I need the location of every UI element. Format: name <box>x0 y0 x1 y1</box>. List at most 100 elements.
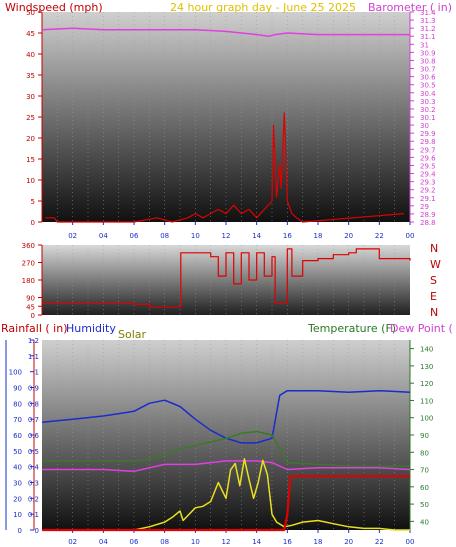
temperature-label: Temperature (F) <box>307 322 396 335</box>
barometer-tick-label: 30.7 <box>420 66 436 74</box>
wind-x-axis: 02 04 06 08 10 12 14 16 18 20 22 00 <box>68 222 414 240</box>
solar-label: Solar <box>118 328 147 341</box>
weather-x-tick-label: 02 <box>68 538 77 546</box>
temperature-tick-label: 50 <box>420 501 429 509</box>
weather-x-tick-label: 06 <box>130 538 139 546</box>
compass-s: S <box>430 274 437 287</box>
barometer-tick-label: 29.2 <box>420 187 436 195</box>
wind-x-tick-label: 08 <box>160 232 169 240</box>
wind-tick-label: 40 <box>26 51 35 59</box>
weather-x-tick-label: 04 <box>99 538 108 546</box>
weather-x-tick-label: 20 <box>344 538 353 546</box>
barometer-tick-label: 31.2 <box>420 25 436 33</box>
wind-tick-label: 10 <box>26 177 35 185</box>
barometer-label: Barometer ( in) <box>368 1 452 14</box>
wind-x-tick-label: 22 <box>375 232 384 240</box>
humidity-y-axis: 0 10 20 30 40 50 60 70 80 90 100 <box>5 340 22 535</box>
rain-line <box>42 475 410 532</box>
rainfall-tick-label: 0.9 <box>28 385 39 393</box>
barometer-line <box>41 27 410 37</box>
temperature-tick-label: 140 <box>420 346 433 354</box>
rainfall-tick-label: 1 <box>35 369 39 377</box>
barometer-tick-label: 29.7 <box>420 146 436 154</box>
humidity-tick-label: 80 <box>13 400 22 408</box>
barometer-tick-label: 29.4 <box>420 171 436 179</box>
rainfall-tick-label: 0.5 <box>28 448 39 456</box>
weather-x-tick-label: 18 <box>314 538 323 546</box>
wind-x-tick-label: 16 <box>283 232 292 240</box>
temperature-tick-label: 90 <box>420 432 429 440</box>
weather-x-tick-label: 22 <box>375 538 384 546</box>
wind-x-tick-label: 20 <box>344 232 353 240</box>
rainfall-tick-label: 0 <box>35 527 39 535</box>
wind-x-tick-label: 02 <box>68 232 77 240</box>
wind-tick-label: 15 <box>26 156 35 164</box>
humidity-tick-label: 60 <box>13 432 22 440</box>
rainfall-tick-label: 0.3 <box>28 480 39 488</box>
barometer-tick-label: 29.8 <box>420 138 436 146</box>
barometer-tick-label: 28.9 <box>420 211 436 219</box>
wind-tick-label: 45 <box>26 30 35 38</box>
weather-x-tick-label: 10 <box>191 538 200 546</box>
humidity-tick-label: 0 <box>18 527 22 535</box>
barometer-tick-label: 30.5 <box>420 82 436 90</box>
dewpoint-label: Dew Point ( <box>390 322 453 335</box>
rainfall-tick-label: 0.2 <box>28 495 39 503</box>
humidity-tick-label: 90 <box>13 385 22 393</box>
barometer-tick-label: 28.8 <box>420 219 436 227</box>
temperature-tick-label: 130 <box>420 363 433 371</box>
barometer-tick-label: 30.6 <box>420 74 436 82</box>
humidity-label: Humidity <box>66 322 116 335</box>
weather-x-axis: 02 04 06 08 10 12 14 16 18 20 22 00 <box>68 530 414 546</box>
temperature-line <box>42 430 410 467</box>
rainfall-tick-label: 0.1 <box>28 511 39 519</box>
weather-x-tick-label: 14 <box>252 538 261 546</box>
barometer-tick-label: 29 <box>420 203 429 211</box>
humidity-tick-label: 70 <box>13 416 22 424</box>
wind-x-tick-label: 18 <box>314 232 323 240</box>
wind-x-tick-label: 14 <box>252 232 261 240</box>
weather-x-tick-label: 00 <box>406 538 415 546</box>
humidity-tick-label: 100 <box>9 369 22 377</box>
rainfall-tick-label: 1.1 <box>28 353 39 361</box>
compass-w: W <box>430 258 441 271</box>
barometer-tick-label: 30.4 <box>420 90 436 98</box>
wind-x-tick-label: 00 <box>406 232 415 240</box>
weather-x-tick-label: 08 <box>160 538 169 546</box>
temperature-tick-label: 100 <box>420 415 433 423</box>
wind-tick-label: 0 <box>31 219 35 227</box>
compass-n-top: N <box>430 242 438 255</box>
wind-tick-label: 25 <box>26 114 35 122</box>
temperature-tick-label: 80 <box>420 449 429 457</box>
temperature-tick-label: 60 <box>420 484 429 492</box>
direction-tick-label: 180 <box>22 277 35 285</box>
barometer-tick-label: 31.3 <box>420 17 436 25</box>
wind-tick-label: 20 <box>26 135 35 143</box>
wind-tick-label: 50 <box>26 9 35 17</box>
rainfall-tick-label: 0.4 <box>28 464 40 472</box>
barometer-tick-label: 31.1 <box>420 33 436 41</box>
weather-series <box>41 389 411 532</box>
humidity-tick-label: 30 <box>13 480 22 488</box>
barometer-tick-label: 30.3 <box>420 98 436 106</box>
wind-direction-line <box>42 248 411 308</box>
temperature-y-axis: 40 50 60 70 80 90 100 110 120 130 140 <box>409 340 433 530</box>
direction-tick-label: 360 <box>22 242 35 250</box>
wind-line <box>45 112 404 223</box>
humidity-tick-label: 40 <box>13 464 22 472</box>
wind-y-axis: 0 5 10 15 20 25 30 35 40 45 50 <box>26 9 43 227</box>
barometer-tick-label: 30.9 <box>420 49 436 57</box>
rainfall-label: Rainfall ( in) <box>1 322 68 335</box>
humidity-tick-label: 20 <box>13 495 22 503</box>
temperature-tick-label: 70 <box>420 467 429 475</box>
barometer-tick-label: 31.4 <box>420 9 436 17</box>
weather-x-tick-label: 12 <box>222 538 231 546</box>
barometer-tick-label: 29.9 <box>420 130 436 138</box>
humidity-tick-label: 10 <box>13 511 22 519</box>
direction-tick-label: 0 <box>31 312 35 320</box>
wind-x-tick-label: 04 <box>99 232 108 240</box>
barometer-tick-label: 29.5 <box>420 162 436 170</box>
barometer-tick-label: 30.2 <box>420 106 436 114</box>
